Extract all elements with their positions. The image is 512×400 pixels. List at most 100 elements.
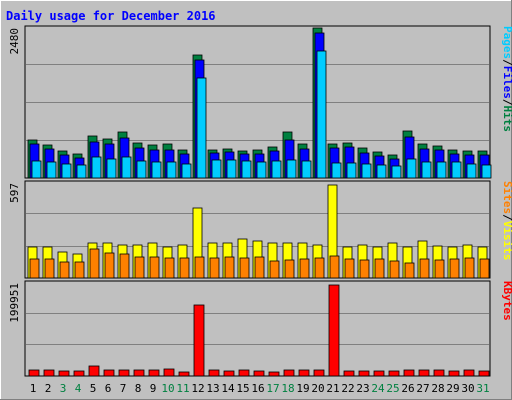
kbytes-bar-kbytes — [373, 370, 385, 377]
kbytes-bar-kbytes — [358, 370, 370, 377]
hits-files-pages-bar-pages — [286, 159, 297, 179]
kbytes-bar-kbytes — [448, 370, 460, 377]
visits-sites-bar-sites — [74, 261, 85, 279]
x-tick-label: 6 — [105, 382, 112, 395]
x-tick-label: 23 — [356, 382, 369, 395]
x-tick-label: 7 — [120, 382, 127, 395]
legend-part: / — [501, 99, 512, 106]
kbytes-legend-label: KBytes — [501, 281, 512, 321]
visits-sites-y-max-label: 597 — [8, 183, 21, 203]
hits-files-pages-bar-pages — [481, 164, 492, 179]
x-tick-label: 8 — [135, 382, 142, 395]
hits-files-pages-bar-pages — [241, 160, 252, 179]
visits-sites-bar-sites — [89, 248, 100, 279]
x-tick-label: 18 — [281, 382, 294, 395]
hits-files-pages-bar-pages — [91, 156, 102, 179]
x-tick-label: 4 — [75, 382, 82, 395]
kbytes-bar-kbytes — [463, 369, 475, 377]
hits-files-pages-bar-pages — [436, 161, 447, 179]
kbytes-bar-kbytes — [73, 370, 85, 377]
hits-files-pages-bar-pages — [391, 165, 402, 179]
hits-files-pages-bar-pages — [31, 160, 42, 179]
kbytes-bar-kbytes — [193, 304, 205, 377]
kbytes-bar-kbytes — [133, 369, 145, 377]
hits-files-pages-bar-pages — [211, 159, 222, 179]
hits-files-pages-bar-pages — [346, 162, 357, 179]
visits-sites-bar-sites — [284, 259, 295, 279]
hits-files-pages-bar-pages — [46, 161, 57, 179]
x-tick-label: 20 — [311, 382, 324, 395]
x-tick-label: 5 — [90, 382, 97, 395]
x-tick-label: 3 — [60, 382, 67, 395]
hits-files-pages-bar-pages — [376, 164, 387, 179]
visits-sites-bar-sites — [464, 257, 475, 279]
kbytes-bar-kbytes — [163, 368, 175, 377]
visits-sites-legend-label: Sites/Visits — [501, 181, 512, 261]
chart-title: Daily usage for December 2016 — [6, 9, 216, 23]
x-tick-label: 1 — [30, 382, 37, 395]
x-tick-label: 21 — [326, 382, 339, 395]
hits-files-pages-bar-pages — [61, 163, 72, 179]
visits-sites-bar-sites — [59, 261, 70, 279]
hits-files-pages-bar-pages — [76, 164, 87, 179]
visits-sites-bar-sites — [359, 259, 370, 279]
hits-files-pages-bar-pages — [196, 77, 207, 179]
legend-part: / — [501, 59, 512, 66]
visits-sites-bar-sites — [449, 258, 460, 279]
kbytes-bar-kbytes — [118, 369, 130, 377]
hits-files-pages-panel: 2480 Pages/Files/Hits — [8, 25, 512, 179]
x-tick-label: 30 — [461, 382, 474, 395]
x-tick-label: 11 — [176, 382, 189, 395]
x-tick-label: 15 — [236, 382, 249, 395]
legend-part: Files — [501, 66, 512, 99]
visits-sites-bar-sites — [209, 257, 220, 279]
hits-files-pages-bar-pages — [361, 163, 372, 179]
visits-sites-panel: 597 Sites/Visits — [8, 180, 512, 279]
kbytes-bar-kbytes — [88, 365, 100, 377]
kbytes-bar-kbytes — [208, 369, 220, 377]
visits-sites-bar-sites — [29, 258, 40, 279]
hits-files-pages-legend-label: Pages/Files/Hits — [501, 26, 512, 132]
kbytes-bar-kbytes — [178, 371, 190, 377]
visits-sites-bar-sites — [134, 256, 145, 279]
hits-files-pages-bar-pages — [106, 158, 117, 179]
visits-sites-bar-sites — [389, 260, 400, 279]
x-tick-label: 17 — [266, 382, 279, 395]
kbytes-bar-kbytes — [478, 370, 490, 377]
x-tick-label: 24 — [371, 382, 385, 395]
x-tick-label: 13 — [206, 382, 219, 395]
kbytes-bar-kbytes — [43, 369, 55, 377]
visits-sites-bar-sites — [254, 256, 265, 279]
visits-sites-bar-sites — [434, 259, 445, 279]
x-tick-label: 10 — [161, 382, 174, 395]
hits-files-pages-bar-pages — [406, 158, 417, 179]
hits-files-pages-bar-pages — [451, 161, 462, 179]
hits-files-pages-bar-pages — [181, 163, 192, 179]
hits-files-pages-bar-pages — [271, 160, 282, 179]
visits-sites-bar-sites — [179, 257, 190, 279]
visits-sites-bar-sites — [164, 257, 175, 279]
kbytes-bar-kbytes — [418, 369, 430, 377]
x-axis-labels: 1 2 3 4 5 6 7 8 9 10 11 12 13 14 15 16 17 18 19 20 21 22 23 24 2… — [30, 382, 490, 395]
visits-sites-bar-sites — [239, 257, 250, 279]
hits-files-pages-bar-pages — [226, 159, 237, 179]
kbytes-y-max-label: 199951 — [8, 283, 21, 323]
chart-panels: 2480 Pages/Files/Hits 597 Sites/Visits 19995… — [8, 25, 512, 377]
kbytes-bar-kbytes — [343, 370, 355, 377]
x-tick-label: 12 — [191, 382, 204, 395]
hits-files-pages-y-max-label: 2480 — [8, 28, 21, 55]
hits-files-pages-bar-pages — [256, 161, 267, 179]
visits-sites-bar-sites — [224, 256, 235, 279]
legend-part: KBytes — [501, 281, 512, 321]
x-tick-label: 19 — [296, 382, 309, 395]
visits-sites-bar-sites — [44, 258, 55, 279]
x-tick-label: 9 — [150, 382, 157, 395]
hits-files-pages-bar-pages — [421, 161, 432, 179]
visits-sites-bar-sites — [299, 258, 310, 279]
legend-part: Sites — [501, 181, 512, 214]
hits-files-pages-bar-pages — [151, 161, 162, 179]
x-tick-label: 16 — [251, 382, 264, 395]
kbytes-bar-kbytes — [403, 369, 415, 377]
x-tick-label: 27 — [416, 382, 429, 395]
